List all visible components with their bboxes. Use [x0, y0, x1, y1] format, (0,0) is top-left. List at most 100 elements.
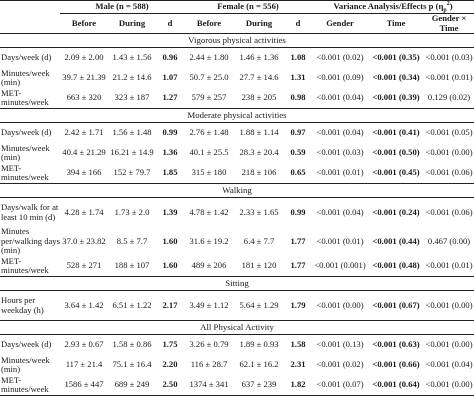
- table-cell: 0.129 (0.02): [427, 92, 471, 103]
- table-cell: 1.36: [162, 147, 178, 158]
- section-title: Moderate physical activities: [0, 108, 474, 124]
- table-cell: 1.07: [162, 72, 178, 83]
- table-cell: <0.001 (0.01): [316, 167, 364, 178]
- table-cell: 31.6 ± 19.2: [189, 235, 229, 246]
- table-row: Minutes/week (min) 117 ± 21.4 75.1 ± 16.4 2…: [0, 355, 474, 375]
- table-cell: 0.59: [290, 147, 306, 158]
- table-cell: 28.3 ± 20.4: [239, 147, 279, 158]
- col-before-female: Before: [196, 17, 222, 28]
- table-cell: 4.28 ± 1.74: [64, 206, 104, 217]
- table-cell: 50.7 ± 25.0: [189, 72, 229, 83]
- table-cell: 188 ± 107: [114, 260, 150, 271]
- table-cell: 0.96: [162, 52, 178, 63]
- results-table: Male (n = 588) Female (n = 556) Variance…: [0, 0, 474, 397]
- table-cell: 3.26 ± 0.79: [189, 339, 229, 350]
- header-blank: [0, 0, 60, 14]
- table-cell: <0.001 (0.00): [425, 299, 473, 310]
- table-cell: 0.99: [290, 206, 306, 217]
- table-cell: 16.21 ± 14.9: [110, 147, 154, 158]
- table-cell: 2.42 ± 1.71: [64, 127, 104, 138]
- table-cell: 37.0 ± 23.82: [62, 235, 106, 246]
- table-cell: 579 ± 257: [191, 92, 227, 103]
- table-cell: <0.001 (0.02): [316, 359, 364, 370]
- table-cell: 6.4 ± 7.7: [243, 235, 275, 246]
- table-cell: <0.001 (0.00): [425, 147, 473, 158]
- table-cell: <0.001 (0.00): [316, 299, 364, 310]
- table-cell: 1.75: [162, 339, 178, 350]
- table-cell: 181 ± 120: [241, 260, 277, 271]
- table-cell: 1.31: [290, 72, 306, 83]
- table-cell: <0.001 (0.00): [425, 339, 473, 350]
- section-row: Walking: [0, 183, 474, 199]
- table-cell: 8.5 ± 7.7: [116, 235, 148, 246]
- table-row: MET-minutes/week 528 ± 271 188 ± 107 1.60 48…: [0, 256, 474, 277]
- variance-header: Variance Analysis/Effects p (ηp2): [312, 0, 474, 14]
- col-gender-time: Gender × Time: [431, 13, 467, 33]
- table-row: Days/week (d) 2.93 ± 0.67 1.58 ± 0.86 1.75 3…: [0, 335, 474, 356]
- table-cell: 4.78 ± 1.42: [189, 206, 229, 217]
- table-cell: 1.77: [290, 235, 306, 246]
- table-cell: <0.001 (0.34): [372, 72, 420, 83]
- table-cell: 6.51 ± 1.22: [112, 299, 152, 310]
- table-cell: 62.1 ± 16.2: [239, 359, 279, 370]
- table-cell: <0.001 (0.64): [368, 375, 425, 397]
- table-cell: 1.58 ± 0.86: [112, 339, 152, 350]
- table-row: Days/week (d) 2.42 ± 1.71 1.56 ± 1.48 0.99 2…: [0, 123, 474, 144]
- table-cell: <0.001 (0.00): [424, 375, 474, 397]
- table-cell: <0.001 (0.04): [316, 206, 364, 217]
- table-cell: 1.27: [162, 92, 178, 103]
- table-cell: <0.001 (0.02): [316, 52, 364, 63]
- table-cell: <0.001 (0.07): [312, 375, 369, 397]
- table-cell: <0.001 (0.06): [425, 206, 473, 217]
- table-cell: <0.001 (0.67): [372, 299, 420, 310]
- row-label: Days/walk for at least 10 min (d): [1, 202, 59, 222]
- table-row: MET-minutes/week 394 ± 166 152 ± 79.7 1.85 3…: [0, 163, 474, 184]
- table-cell: 117 ± 21.4: [65, 359, 103, 370]
- row-label: MET-minutes/week: [0, 375, 60, 397]
- table-cell: <0.001 (0.50): [372, 147, 420, 158]
- section-title: Walking: [0, 183, 474, 199]
- col-during-female: During: [245, 17, 273, 28]
- table-cell: 2.17: [162, 299, 178, 310]
- table-cell: 0.98: [290, 92, 306, 103]
- table-cell: 323 ± 187: [114, 92, 150, 103]
- table-cell: 689 ± 249: [108, 375, 156, 397]
- row-label: MET-minutes/week: [1, 256, 49, 276]
- table-cell: 2.44 ± 1.80: [189, 52, 229, 63]
- table-cell: 1374 ± 341: [184, 375, 235, 397]
- table-row: Days/week (d) 2.09 ± 2.00 1.43 ± 1.56 0.96 2…: [0, 48, 474, 69]
- table-cell: 1.73 ± 2.0: [114, 206, 150, 217]
- row-label: Minutes/week (min): [1, 143, 50, 163]
- table-cell: 0.467 (0.00): [427, 235, 471, 246]
- table-cell: <0.001 (0.05): [425, 127, 473, 138]
- row-label: Days/week (d): [1, 127, 52, 138]
- table-cell: <0.001 (0.45): [372, 167, 420, 178]
- table-cell: <0.001 (0.001): [314, 260, 366, 271]
- table-cell: 1.39: [162, 206, 178, 217]
- row-label: Days/week (d): [1, 339, 52, 350]
- table-cell: 663 ± 320: [66, 92, 102, 103]
- table-cell: 1.43 ± 1.56: [112, 52, 152, 63]
- table-cell: 2.33 ± 1.65: [239, 206, 279, 217]
- table-cell: 528 ± 271: [66, 260, 102, 271]
- table-cell: 1.77: [290, 260, 306, 271]
- table-cell: 75.1 ± 16.4: [112, 359, 152, 370]
- table-cell: 21.2 ± 14.6: [112, 72, 152, 83]
- table-row: Minutes/week (min) 39.7 ± 21.39 21.2 ± 14.…: [0, 68, 474, 88]
- table-cell: 27.7 ± 14.6: [239, 72, 279, 83]
- table-row: MET-minutes/week 1586 ± 447 689 ± 249 2.50 1…: [0, 375, 474, 397]
- table-cell: 394 ± 166: [66, 167, 102, 178]
- table-cell: 1.79: [290, 299, 306, 310]
- table-cell: 1.58: [290, 339, 306, 350]
- table-cell: <0.001 (0.04): [316, 92, 364, 103]
- col-d-female: d: [295, 17, 301, 28]
- table-cell: <0.001 (0.66): [372, 359, 420, 370]
- section-row: All Physical Activity: [0, 320, 474, 336]
- table-row: Hours per weekday (h) 3.64 ± 1.42 6.51 ± 1…: [0, 291, 474, 321]
- header-blank-2: [0, 14, 60, 34]
- table-cell: <0.001 (0.04): [425, 359, 473, 370]
- male-header: Male (n = 588): [60, 0, 185, 14]
- female-header: Female (n = 556): [184, 0, 313, 14]
- table-row: Minutes/week (min) 40.4 ± 21.29 16.21 ± 14…: [0, 143, 474, 163]
- table-cell: 0.99: [162, 127, 178, 138]
